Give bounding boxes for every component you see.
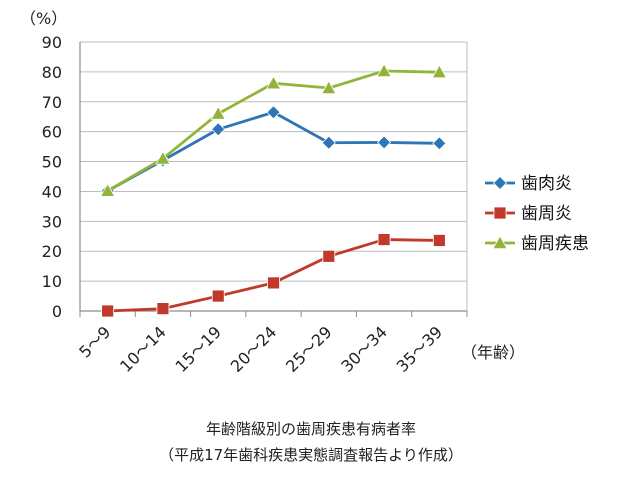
series-line [107, 238, 440, 313]
x-tick-labels: 5～9 10～14 15～19 20～24 25～29 30～34 35～39 [75, 322, 446, 376]
x-tick-label: 20～24 [227, 322, 281, 376]
data-point [210, 105, 226, 120]
x-tick-label: 25～29 [282, 322, 336, 376]
y-tick-label: 40 [42, 182, 62, 201]
legend-item: 歯周疾患 [485, 234, 589, 254]
data-point [267, 276, 280, 290]
data-point [266, 105, 281, 120]
gridlines [80, 41, 467, 282]
data-point [432, 136, 447, 151]
series-3 [99, 63, 448, 197]
data-point [101, 304, 115, 318]
y-tick-labels: 0 10 20 30 40 50 60 70 80 90 [42, 33, 62, 321]
legend-item: 歯周炎 [485, 204, 572, 224]
x-axis-unit: （年齢） [461, 343, 525, 362]
legend-item: 歯肉炎 [485, 174, 572, 194]
data-point [376, 63, 392, 77]
data-point [432, 234, 446, 247]
y-tick-label: 70 [42, 93, 62, 112]
data-point [211, 289, 225, 303]
legend-label: 歯周炎 [521, 204, 572, 224]
data-point [211, 122, 226, 137]
y-tick-label: 30 [42, 212, 62, 231]
data-point [155, 150, 171, 165]
series-line [106, 110, 440, 193]
y-tick-label: 80 [42, 63, 62, 82]
legend-label: 歯周疾患 [521, 234, 589, 254]
caption-source: （平成17年歯科疾患実態調査報告より作成） [159, 446, 463, 464]
legend-marker [492, 235, 508, 250]
data-point [99, 183, 116, 197]
data-point [156, 302, 170, 316]
y-tick-label: 10 [42, 272, 62, 291]
data-point [321, 80, 337, 95]
data-point [377, 233, 391, 246]
data-point [321, 135, 336, 150]
y-tick-label: 50 [42, 153, 62, 172]
x-tick-label: 5～9 [75, 322, 114, 361]
x-tick-label: 30～34 [337, 322, 391, 376]
data-point [322, 249, 336, 263]
series-lines [99, 63, 448, 318]
data-point [431, 64, 448, 79]
y-tick-label: 60 [42, 123, 62, 142]
series-1 [100, 105, 447, 198]
y-axis-unit: （%） [20, 9, 67, 28]
legend-marker [492, 175, 508, 191]
caption-title: 年齢階級別の歯周疾患有病者率 [206, 420, 416, 438]
data-point [265, 75, 282, 90]
x-tick-label: 35～39 [393, 322, 447, 376]
legend-label: 歯肉炎 [521, 174, 572, 194]
y-tick-label: 90 [42, 33, 62, 52]
y-tick-label: 20 [42, 242, 62, 261]
x-tick-label: 10～14 [116, 322, 170, 376]
x-tick-label: 15～19 [171, 322, 225, 376]
data-point [377, 135, 392, 150]
legend-marker [493, 206, 507, 220]
axes [79, 42, 468, 317]
y-tick-label: 0 [52, 302, 62, 321]
series-2 [101, 233, 446, 318]
